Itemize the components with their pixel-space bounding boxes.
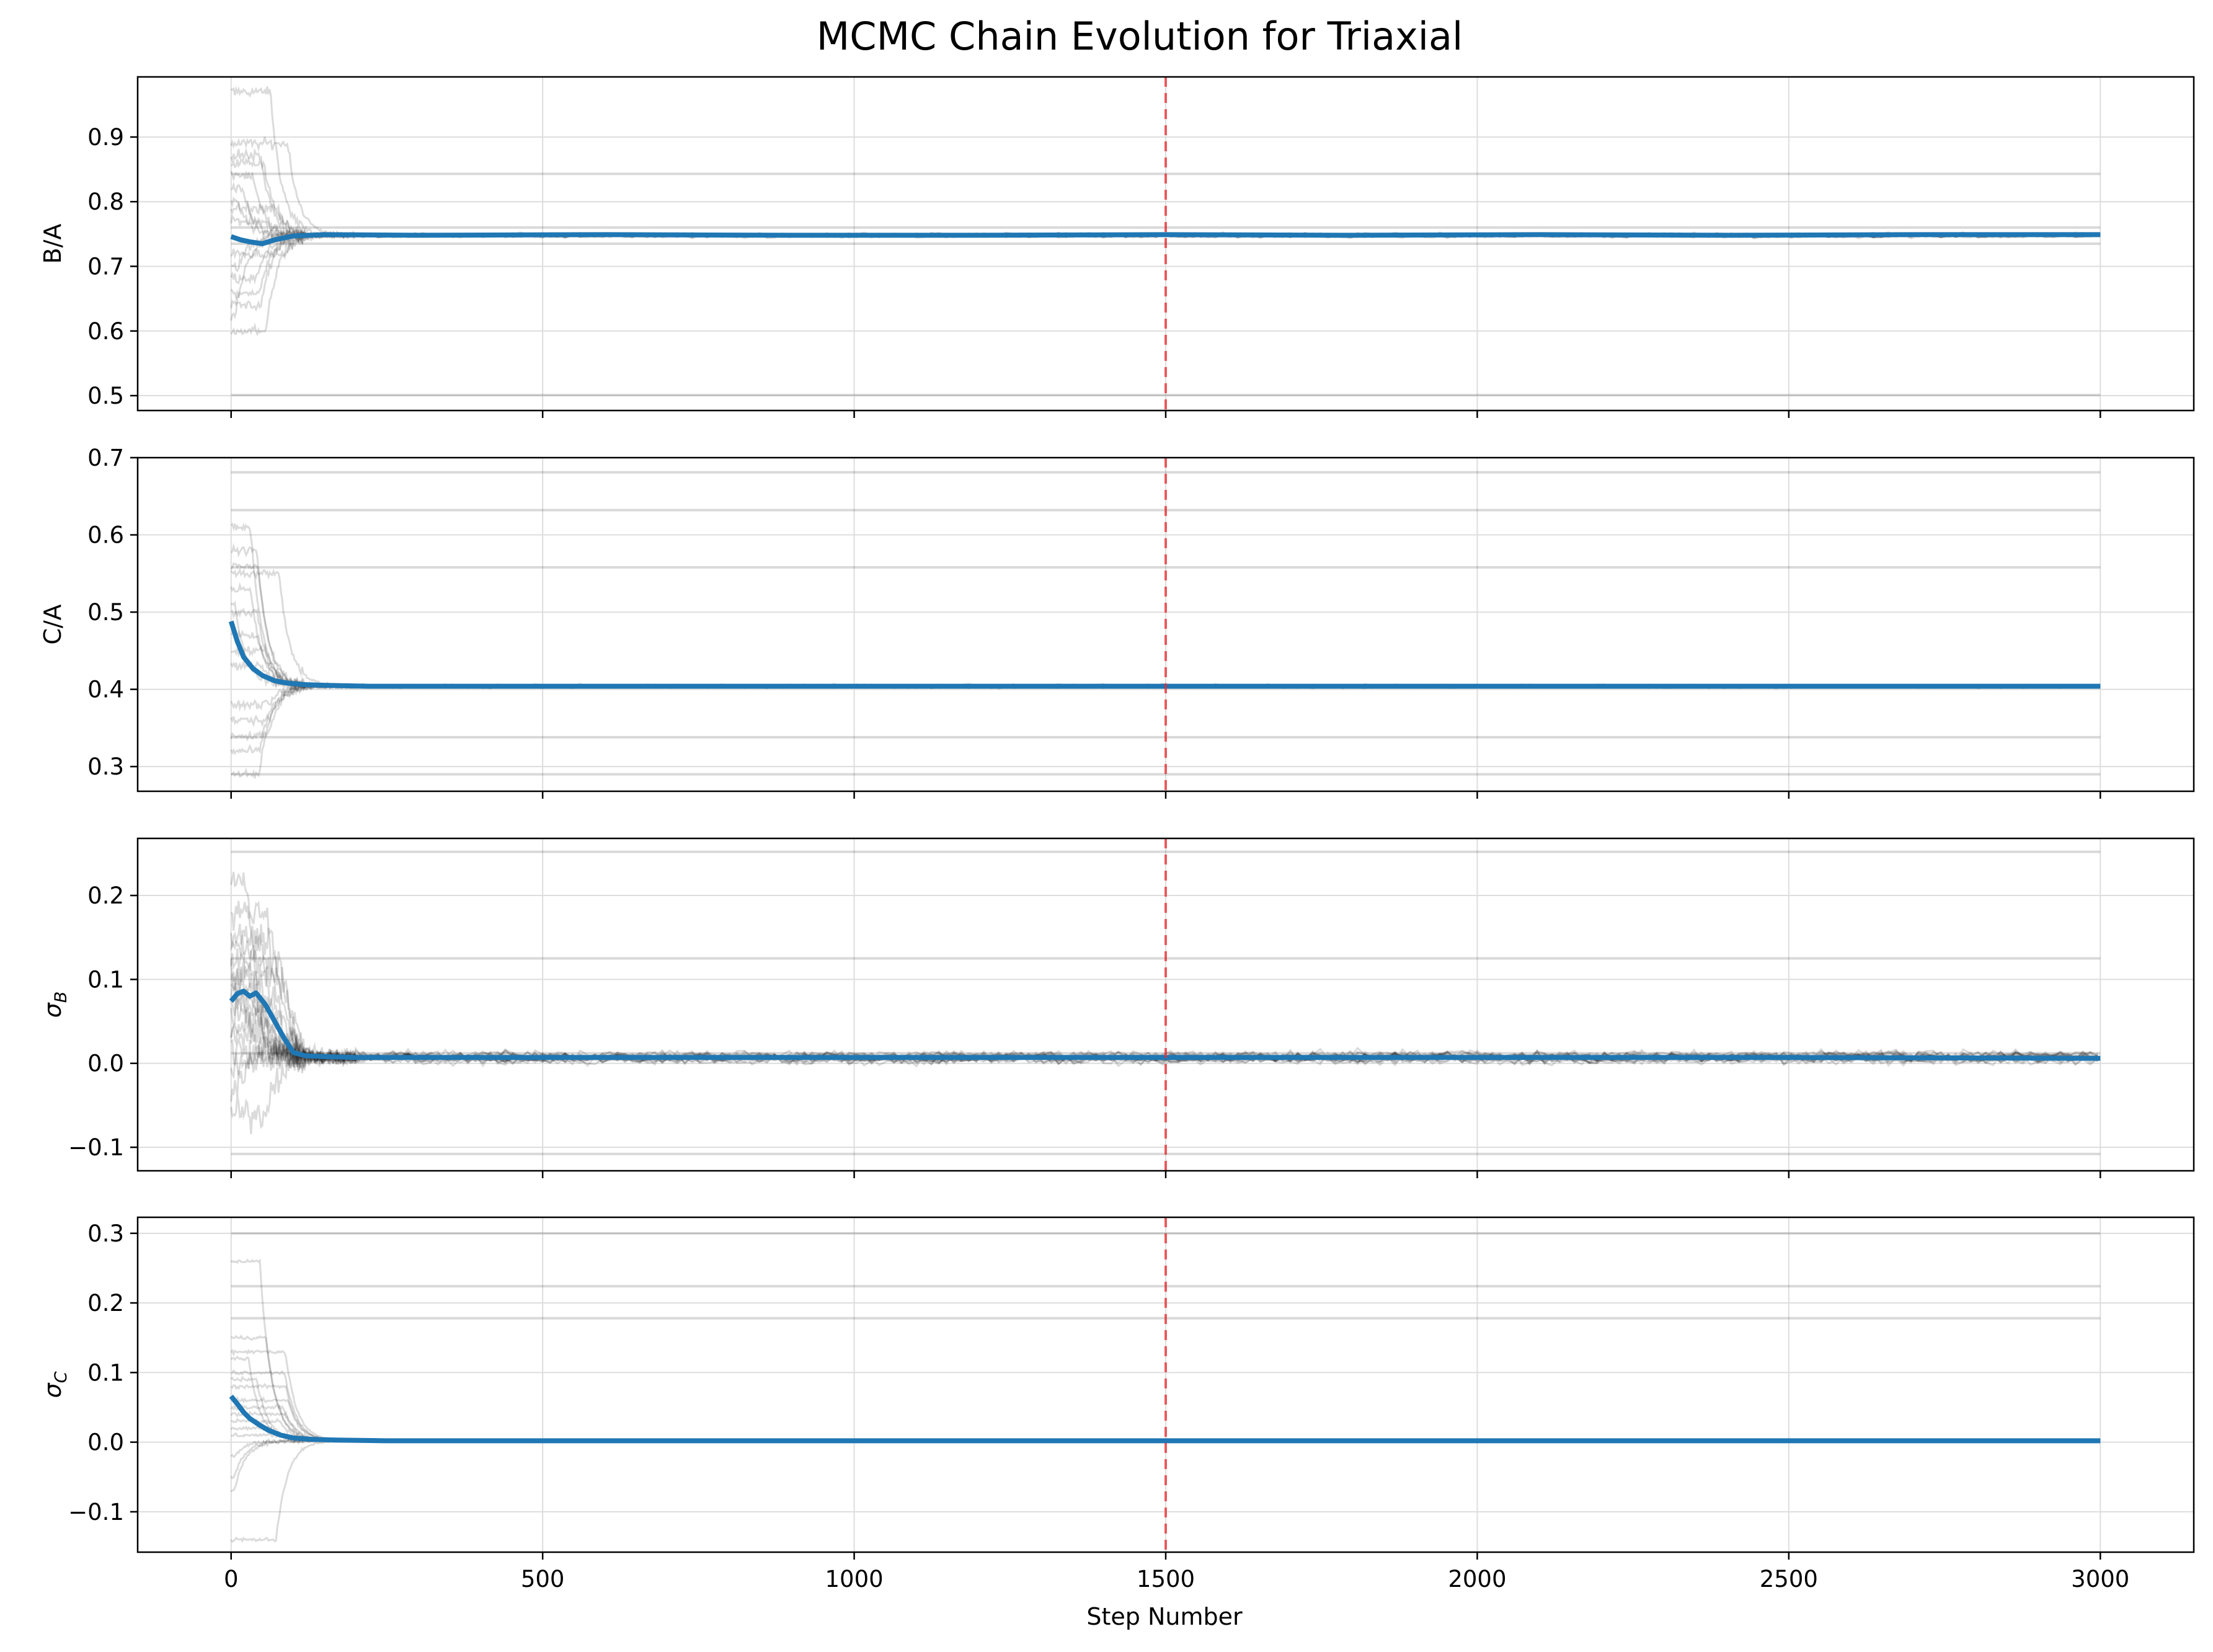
plot-area (229, 850, 2101, 1155)
x-tick-label: 0 (224, 1566, 239, 1592)
y-axis-label: C/A (39, 604, 66, 644)
x-tick-label: 2000 (1448, 1566, 1506, 1592)
walker-trace (230, 1040, 2099, 1102)
panel-1: 0.5 0.6 0.7 0.8 0.9 B/A (39, 76, 2195, 418)
y-tick-label: 0.0 (87, 1429, 124, 1456)
y-tick-label: 0.2 (87, 1290, 124, 1317)
y-tick-label: −0.1 (68, 1134, 124, 1161)
y-tick-label: 0.1 (87, 966, 124, 993)
y-tick-label: 0.6 (87, 522, 124, 549)
mean-chain-line (228, 620, 2101, 689)
x-tick-label: 1500 (1137, 1566, 1195, 1592)
panel-3: −0.1 0.0 0.1 0.2 σB (39, 837, 2195, 1178)
y-tick-label: 0.6 (87, 318, 124, 345)
y-tick-label: 0.5 (87, 599, 124, 626)
x-tick-label: 2500 (1760, 1566, 1818, 1592)
plot-area (228, 471, 2101, 779)
y-tick-label: 0.3 (87, 753, 124, 780)
x-tick-label: 500 (521, 1566, 565, 1592)
y-tick-label: 0.0 (87, 1050, 124, 1077)
y-tick-label: 0.9 (87, 124, 124, 151)
chart-title: MCMC Chain Evolution for Triaxial (817, 14, 1463, 59)
y-axis-label: σC (39, 1371, 71, 1398)
y-tick-label: 0.8 (87, 189, 124, 215)
y-tick-label: 0.7 (87, 445, 124, 471)
y-tick-label: −0.1 (68, 1499, 124, 1525)
y-tick-label: 0.4 (87, 677, 124, 703)
y-tick-label: 0.7 (87, 253, 124, 280)
y-tick-label: 0.1 (87, 1359, 124, 1386)
y-axis-label: B/A (39, 224, 66, 264)
mean-chain-line (229, 1394, 2101, 1444)
x-axis-label: Step Number (1086, 1603, 1243, 1630)
mean-chain-line (230, 232, 2101, 246)
x-tick-label: 3000 (2071, 1566, 2129, 1592)
y-axis-label: σB (39, 992, 71, 1018)
y-tick-label: 0.2 (87, 882, 124, 909)
x-tick-label: 1000 (825, 1566, 883, 1592)
panel-4: −0.1 0.0 0.1 0.2 0.3 0 500 1000 1500 2000 2500 3000… (39, 1216, 2195, 1592)
y-tick-label: 0.3 (87, 1220, 124, 1247)
y-tick-label: 0.5 (87, 383, 124, 409)
panel-2: 0.3 0.4 0.5 0.6 0.7 C/A (39, 445, 2195, 799)
